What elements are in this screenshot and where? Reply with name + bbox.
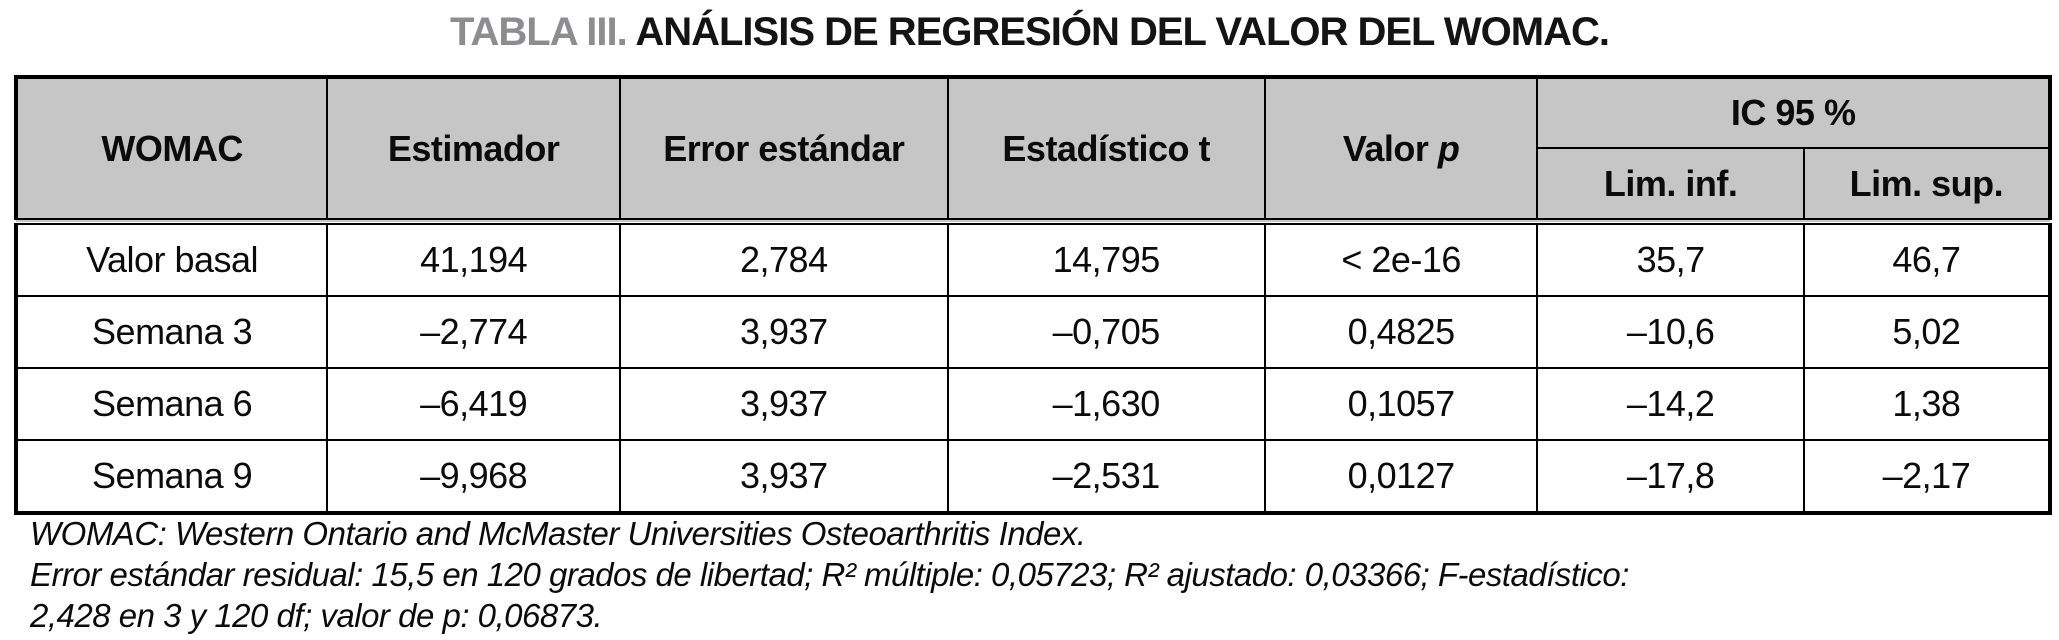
cell-valor-p: 0,0127 (1263, 439, 1539, 514)
table-title-text: ANÁLISIS DE REGRESIÓN DEL VALOR DEL WOMA… (635, 10, 1610, 54)
col-header-estadistico-t: Estadístico t (946, 76, 1266, 225)
cell-valor-p: 0,1057 (1263, 367, 1539, 441)
footnote-line-1: WOMAC: Western Ontario and McMaster Univ… (30, 515, 1086, 552)
table-title-label: TABLA III. (450, 10, 628, 54)
cell-error-estandar: 3,937 (619, 295, 949, 369)
table-row: Semana 9 –9,968 3,937 –2,531 0,0127 –17,… (14, 439, 2052, 514)
footnote-line-2: Error estándar residual: 15,5 en 120 gra… (30, 556, 1629, 593)
cell-row-label: Semana 6 (14, 367, 329, 441)
cell-estimador: –2,774 (326, 295, 622, 369)
cell-lim-sup: 1,38 (1802, 367, 2052, 441)
table-title: TABLA III. ANÁLISIS DE REGRESIÓN DEL VAL… (0, 10, 2059, 55)
table-row: Semana 3 –2,774 3,937 –0,705 0,4825 –10,… (14, 295, 2052, 369)
cell-lim-sup: 46,7 (1802, 220, 2052, 297)
cell-error-estandar: 3,937 (619, 439, 949, 514)
cell-lim-inf: –14,2 (1536, 367, 1805, 441)
cell-lim-sup: 5,02 (1802, 295, 2052, 369)
cell-error-estandar: 2,784 (619, 220, 949, 297)
valor-p-prefix: Valor (1342, 127, 1438, 169)
cell-row-label: Semana 9 (14, 439, 329, 514)
cell-estadistico-t: –1,630 (946, 367, 1266, 441)
footnote-line-3: 2,428 en 3 y 120 df; valor de p: 0,06873… (30, 597, 603, 634)
col-header-estimador: Estimador (326, 76, 622, 225)
cell-lim-inf: –17,8 (1536, 439, 1805, 514)
cell-valor-p: 0,4825 (1263, 295, 1539, 369)
cell-lim-sup: –2,17 (1802, 439, 2052, 514)
cell-estadistico-t: –0,705 (946, 295, 1266, 369)
col-header-lim-inf: Lim. inf. (1536, 147, 1805, 225)
cell-lim-inf: 35,7 (1536, 220, 1805, 297)
cell-estadistico-t: 14,795 (946, 220, 1266, 297)
col-header-womac: WOMAC (14, 76, 329, 225)
cell-estimador: –9,968 (326, 439, 622, 514)
cell-row-label: Semana 3 (14, 295, 329, 369)
cell-lim-inf: –10,6 (1536, 295, 1805, 369)
table-footnotes: WOMAC: Western Ontario and McMaster Univ… (30, 513, 2030, 636)
col-header-valor-p: Valor p (1263, 76, 1539, 225)
cell-estadistico-t: –2,531 (946, 439, 1266, 514)
cell-valor-p: < 2e-16 (1263, 220, 1539, 297)
col-header-lim-sup: Lim. sup. (1802, 147, 2052, 225)
table-row: Semana 6 –6,419 3,937 –1,630 0,1057 –14,… (14, 367, 2052, 441)
col-header-error-estandar: Error estándar (619, 76, 949, 225)
cell-row-label: Valor basal (14, 220, 329, 297)
table-header: WOMAC Estimador Error estándar Estadísti… (14, 76, 2052, 225)
cell-error-estandar: 3,937 (619, 367, 949, 441)
valor-p-symbol: p (1437, 127, 1460, 169)
regression-table: WOMAC Estimador Error estándar Estadísti… (14, 75, 2052, 515)
table-body: Valor basal 41,194 2,784 14,795 < 2e-16 … (14, 220, 2052, 514)
col-header-ic95: IC 95 % (1536, 76, 2051, 149)
table-row: Valor basal 41,194 2,784 14,795 < 2e-16 … (14, 220, 2052, 297)
cell-estimador: 41,194 (326, 220, 622, 297)
cell-estimador: –6,419 (326, 367, 622, 441)
